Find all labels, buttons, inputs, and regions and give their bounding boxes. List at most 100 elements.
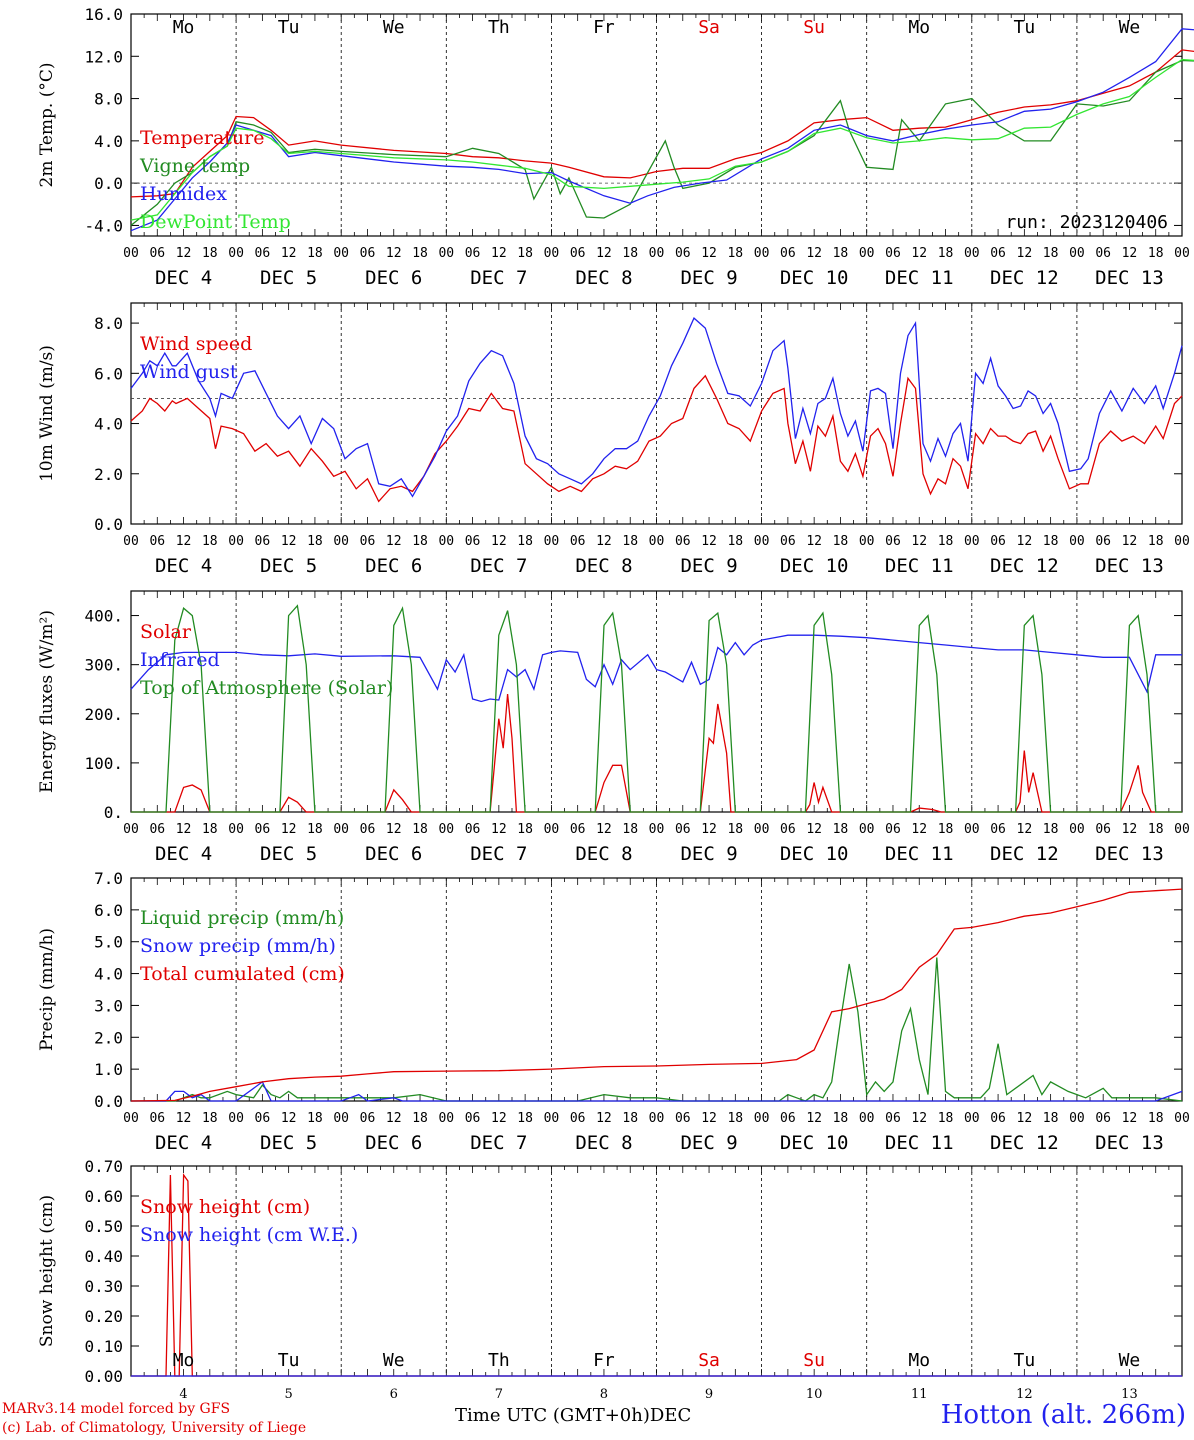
hour-tick-label: 00 (754, 246, 770, 261)
hour-tick-label: 00 (123, 246, 139, 261)
hour-tick-label: 06 (990, 1111, 1006, 1126)
hour-tick-label: 18 (307, 822, 323, 837)
hour-tick-label: 06 (255, 534, 271, 549)
date-label: DEC 6 (365, 843, 422, 865)
hour-tick-label: 12 (596, 534, 612, 549)
hour-tick-label: 18 (1148, 822, 1164, 837)
hour-tick-label: 18 (307, 246, 323, 261)
date-label: DEC 9 (680, 843, 737, 865)
series-line (130, 888, 1183, 1102)
y-tick-label: 0. (104, 803, 123, 822)
legend-entry: Wind speed (140, 333, 252, 355)
day-name-label: Fr (593, 17, 615, 38)
y-tick-label: 6.0 (94, 901, 123, 920)
hour-tick-label: 06 (885, 1111, 901, 1126)
hour-tick-label: 00 (1174, 822, 1190, 837)
hour-tick-label: 12 (386, 246, 402, 261)
day-name-label: Tu (1014, 1350, 1036, 1371)
hour-tick-label: 12 (911, 822, 927, 837)
hour-tick-label: 18 (727, 534, 743, 549)
hour-tick-label: 18 (202, 246, 218, 261)
hour-tick-label: 00 (1069, 534, 1085, 549)
hour-tick-label: 18 (833, 822, 849, 837)
hour-tick-label: 06 (360, 822, 376, 837)
hour-tick-label: 00 (123, 822, 139, 837)
run-annotation: run: 2023120406 (1005, 212, 1168, 233)
hour-tick-label: 12 (1122, 246, 1138, 261)
date-label: DEC 7 (470, 1132, 527, 1154)
date-label: DEC 8 (575, 1132, 632, 1154)
day-name-label: Mo (173, 1350, 195, 1371)
hour-tick-label: 06 (990, 822, 1006, 837)
hour-tick-label: 18 (622, 534, 638, 549)
hour-tick-label: 18 (833, 534, 849, 549)
day-name-label: Tu (278, 1350, 300, 1371)
series-line (130, 28, 1194, 232)
series-line (131, 1080, 1183, 1102)
hour-tick-label: 06 (675, 534, 691, 549)
hour-tick-label: 18 (1148, 534, 1164, 549)
date-label: DEC 5 (260, 1132, 317, 1154)
hour-tick-label: 12 (281, 822, 297, 837)
y-axis-label: Precip (mm/h) (37, 928, 57, 1051)
hour-tick-label: 06 (1095, 1111, 1111, 1126)
y-tick-label: 1.0 (94, 1060, 123, 1079)
hour-tick-label: 18 (622, 246, 638, 261)
y-tick-label: 0.70 (84, 1157, 123, 1176)
hour-tick-label: 18 (938, 534, 954, 549)
hour-tick-label: 00 (228, 534, 244, 549)
y-axis-label: 10m Wind (m/s) (37, 345, 57, 482)
hour-tick-label: 18 (833, 1111, 849, 1126)
series-line (130, 374, 1183, 503)
hour-tick-label: 18 (412, 534, 428, 549)
hour-tick-label: 00 (859, 822, 875, 837)
y-tick-label: 0.30 (84, 1277, 123, 1296)
date-label: DEC 5 (260, 843, 317, 865)
hour-tick-label: 00 (228, 246, 244, 261)
day-name-label: Mo (908, 17, 930, 38)
y-tick-label: 16.0 (84, 5, 123, 24)
hour-tick-label: 18 (307, 534, 323, 549)
hour-tick-label: 12 (806, 822, 822, 837)
hour-tick-label: 06 (780, 1111, 796, 1126)
date-label: DEC 5 (260, 555, 317, 577)
hour-tick-label: 12 (596, 1111, 612, 1126)
hour-tick-label: 12 (386, 534, 402, 549)
hour-tick-label: 12 (491, 534, 507, 549)
hour-tick-label: 06 (570, 246, 586, 261)
hour-tick-label: 18 (1043, 822, 1059, 837)
legend-entry: Snow height (cm W.E.) (140, 1224, 358, 1246)
hour-tick-label: 06 (465, 1111, 481, 1126)
day-number-label: 7 (495, 1387, 503, 1402)
hour-tick-label: 12 (1017, 534, 1033, 549)
hour-tick-label: 06 (675, 822, 691, 837)
y-tick-label: 8.0 (94, 314, 123, 333)
date-label: DEC 13 (1095, 267, 1164, 289)
series-line (130, 634, 1182, 703)
hour-tick-label: 00 (333, 534, 349, 549)
date-label: DEC 4 (155, 555, 212, 577)
day-name-label: We (1119, 17, 1141, 38)
hour-tick-label: 12 (1122, 822, 1138, 837)
hour-tick-label: 00 (1069, 822, 1085, 837)
y-tick-label: 0.0 (94, 1092, 123, 1111)
hour-tick-label: 18 (833, 246, 849, 261)
date-label: DEC 12 (990, 843, 1059, 865)
legend-entry: Snow precip (mm/h) (140, 935, 336, 957)
hour-tick-label: 12 (386, 1111, 402, 1126)
y-tick-label: 4.0 (94, 965, 123, 984)
hour-tick-label: 00 (228, 1111, 244, 1126)
hour-tick-label: 00 (438, 1111, 454, 1126)
lab-credit: (c) Lab. of Climatology, University of L… (2, 1420, 307, 1436)
y-tick-label: 8.0 (94, 90, 123, 109)
day-name-label: Sa (698, 1350, 720, 1371)
date-label: DEC 5 (260, 267, 317, 289)
hour-tick-label: 00 (1174, 534, 1190, 549)
hour-tick-label: 12 (491, 246, 507, 261)
time-axis-label: Time UTC (GMT+0h)DEC (455, 1405, 691, 1426)
hour-tick-label: 06 (885, 534, 901, 549)
hour-tick-label: 12 (491, 1111, 507, 1126)
y-tick-label: 0.40 (84, 1247, 123, 1266)
y-axis-label: 2m Temp. (°C) (37, 62, 57, 187)
date-label: DEC 6 (365, 267, 422, 289)
